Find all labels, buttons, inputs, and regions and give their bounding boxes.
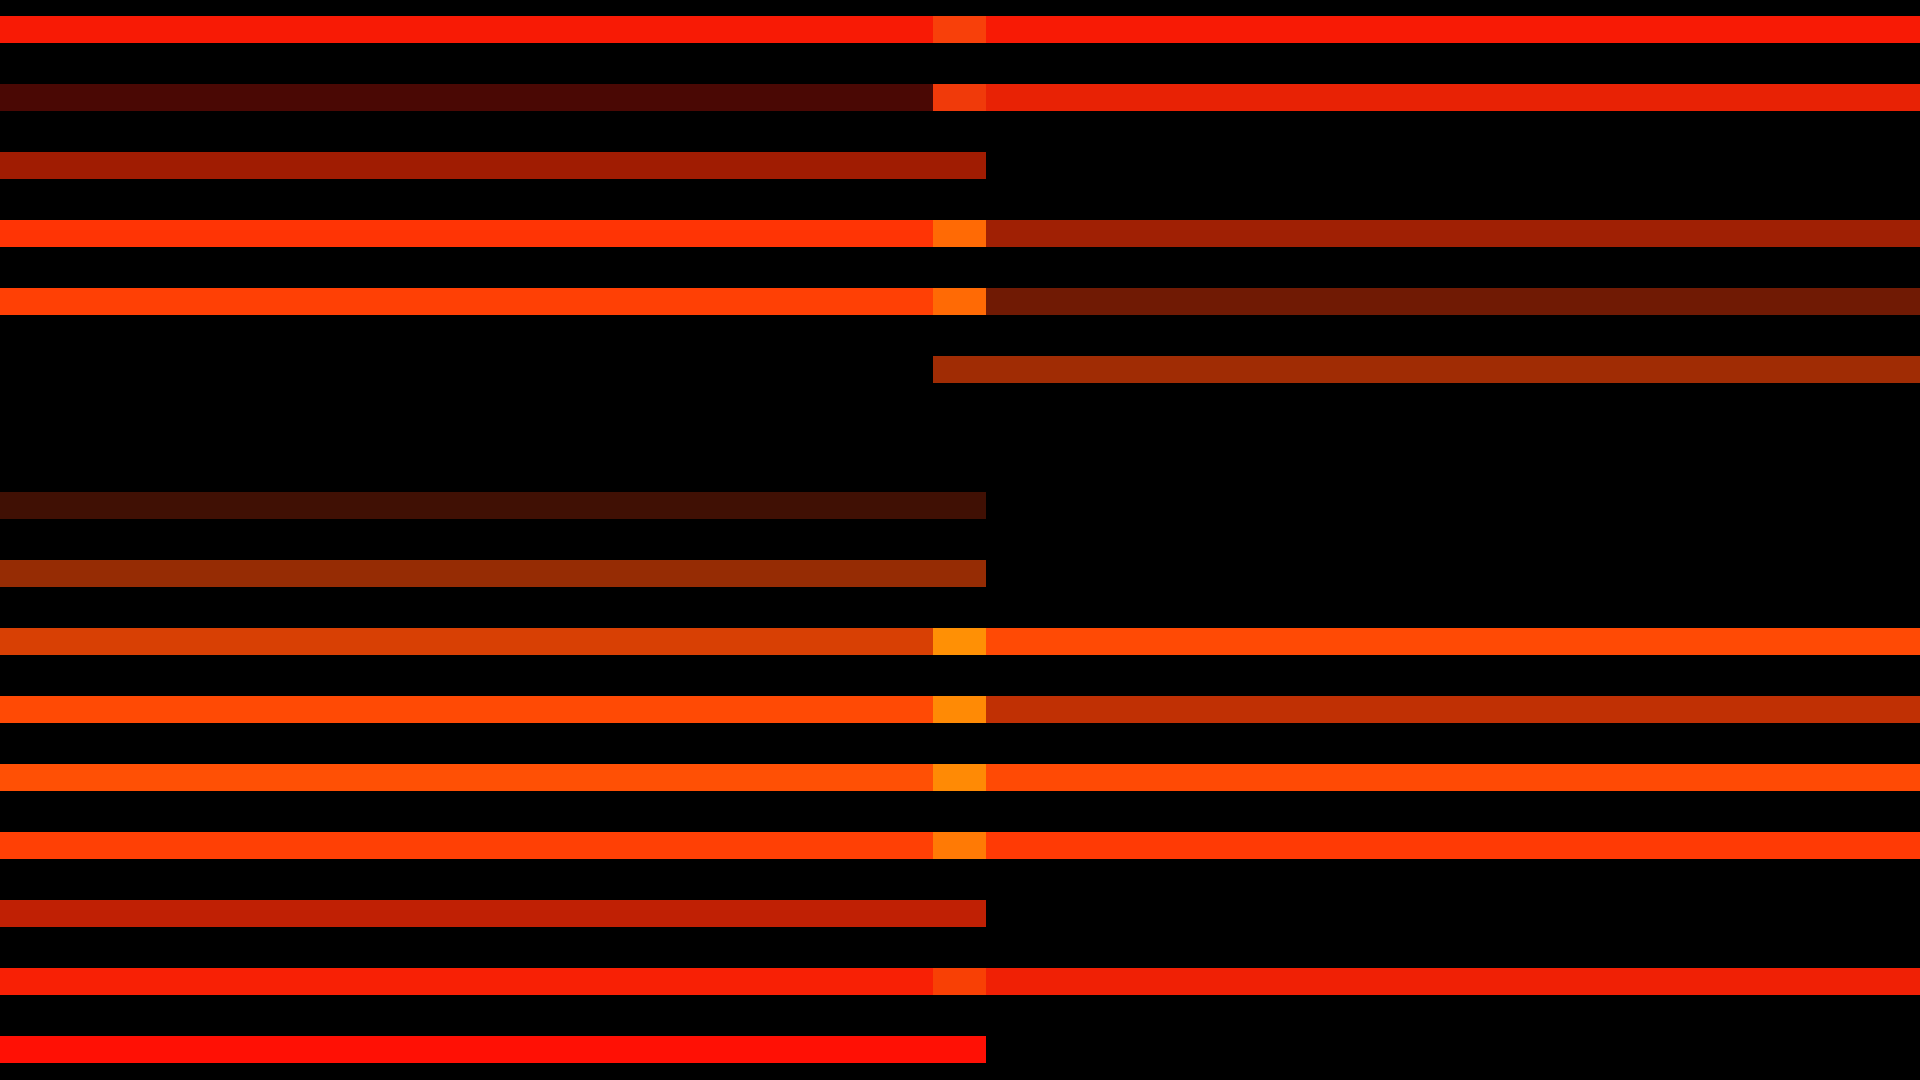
stripe-segment-left (0, 900, 933, 927)
stripe-segment-mid (933, 696, 986, 723)
stripe-row (0, 356, 1920, 383)
stripe-segment-mid (933, 152, 986, 179)
stripe-segment-left (0, 832, 933, 859)
stripe-segment-right (986, 832, 1920, 859)
stripe-row (0, 424, 1920, 451)
stripe-segment-mid (933, 900, 986, 927)
stripe-segment-right (986, 220, 1920, 247)
stripe-segment-left (0, 220, 933, 247)
stripe-segment-left (0, 492, 933, 519)
stripe-segment-right (986, 696, 1920, 723)
stripe-segment-left (0, 84, 933, 111)
stripe-row (0, 628, 1920, 655)
stripe-row (0, 288, 1920, 315)
stripe-segment-right (986, 84, 1920, 111)
stripe-segment-mid (933, 560, 986, 587)
stripe-row (0, 492, 1920, 519)
stripe-segment-left (0, 560, 933, 587)
stripe-row (0, 968, 1920, 995)
stripe-segment-left (0, 152, 933, 179)
stripe-segment-mid (933, 84, 986, 111)
stripe-segment-right (986, 356, 1920, 383)
stripe-segment-mid (933, 968, 986, 995)
stripe-segment-right (986, 764, 1920, 791)
stripe-segment-mid (933, 220, 986, 247)
stripe-segment-mid (933, 1036, 986, 1063)
stripe-segment-left (0, 764, 933, 791)
stripe-segment-right (986, 628, 1920, 655)
stripe-segment-left (0, 696, 933, 723)
stripe-segment-mid (933, 832, 986, 859)
stripe-row (0, 16, 1920, 43)
stripe-segment-right (986, 288, 1920, 315)
stripe-segment-mid (933, 764, 986, 791)
stripe-row (0, 900, 1920, 927)
stripe-segment-mid (933, 356, 986, 383)
stripe-segment-right (986, 968, 1920, 995)
stripe-segment-mid (933, 492, 986, 519)
stripe-row (0, 220, 1920, 247)
stripe-segment-left (0, 16, 933, 43)
stripe-segment-left (0, 968, 933, 995)
stripe-segment-left (0, 288, 933, 315)
stripe-segment-right (986, 16, 1920, 43)
stripe-segment-mid (933, 288, 986, 315)
stripe-row (0, 764, 1920, 791)
stripe-segment-left (0, 1036, 933, 1063)
stripe-segment-mid (933, 16, 986, 43)
stripe-segment-mid (933, 628, 986, 655)
stripe-row (0, 152, 1920, 179)
stripe-row (0, 560, 1920, 587)
stripe-segment-left (0, 628, 933, 655)
stripe-row (0, 696, 1920, 723)
stripe-row (0, 1036, 1920, 1063)
stripe-row (0, 84, 1920, 111)
stripe-row (0, 832, 1920, 859)
